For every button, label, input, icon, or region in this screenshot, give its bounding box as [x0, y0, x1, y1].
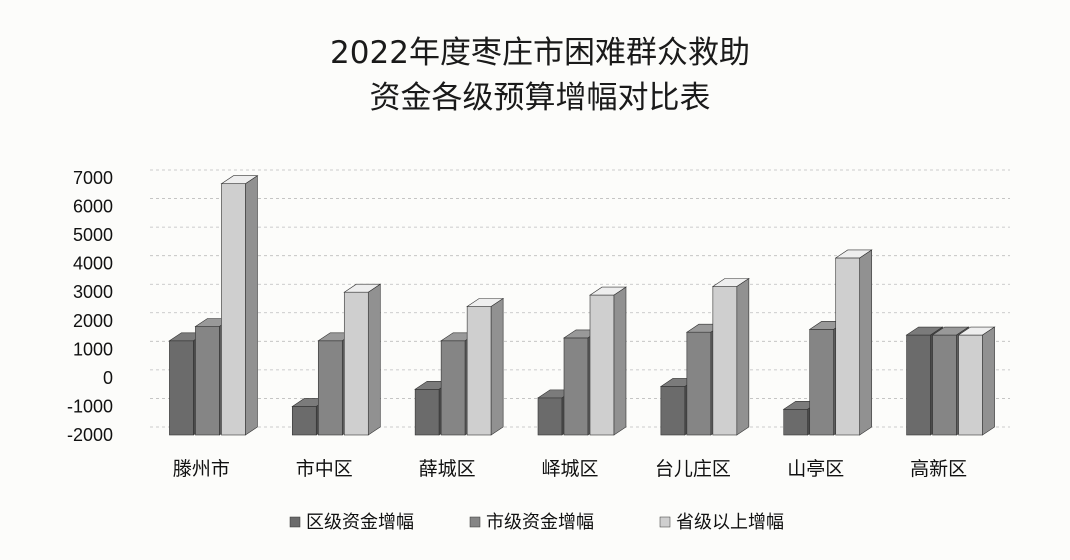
x-category-label: 滕州市	[173, 458, 230, 480]
x-category-label: 台儿庄区	[655, 458, 731, 480]
bars	[168, 175, 996, 436]
y-tick-label: 1000	[73, 339, 113, 359]
y-tick-label: 3000	[73, 282, 113, 302]
y-tick-label: 5000	[73, 225, 113, 245]
bar	[343, 283, 382, 436]
y-tick-label: -2000	[67, 425, 113, 445]
legend-label: 区级资金增幅	[306, 512, 414, 533]
y-tick-label: 4000	[73, 254, 113, 274]
bar	[466, 297, 505, 436]
legend-swatch	[659, 516, 671, 528]
bar	[220, 175, 259, 436]
y-tick-label: 7000	[73, 168, 113, 188]
y-tick-label: 2000	[73, 311, 113, 331]
legend-swatch	[289, 516, 301, 528]
bar	[589, 286, 627, 436]
chart-title-line-2: 资金各级预算增幅对比表	[370, 80, 711, 116]
chart-title-line-1: 2022年度枣庄市困难群众救助	[330, 35, 750, 71]
x-axis-categories: 滕州市 市中区 薛城区 峄城区 台儿庄区 山亭区 高新区	[173, 458, 967, 480]
x-category-label: 高新区	[910, 458, 967, 480]
bar	[957, 326, 996, 436]
x-category-label: 薛城区	[419, 458, 476, 480]
y-axis-ticks: 7000 6000 5000 4000 3000 2000 1000 0 -1000 -2000	[67, 168, 113, 445]
bar	[711, 277, 750, 436]
y-tick-label: -1000	[67, 396, 113, 416]
y-tick-label: 0	[103, 368, 113, 388]
legend-label: 市级资金增幅	[486, 512, 594, 533]
y-tick-label: 6000	[73, 197, 113, 217]
x-category-label: 峄城区	[541, 458, 598, 480]
bar	[834, 249, 873, 436]
legend-label: 省级以上增幅	[676, 512, 784, 533]
legend: 区级资金增幅 市级资金增幅 省级以上增幅	[289, 512, 784, 533]
legend-swatch	[469, 516, 481, 528]
x-category-label: 市中区	[296, 458, 353, 480]
x-category-label: 山亭区	[787, 458, 844, 480]
